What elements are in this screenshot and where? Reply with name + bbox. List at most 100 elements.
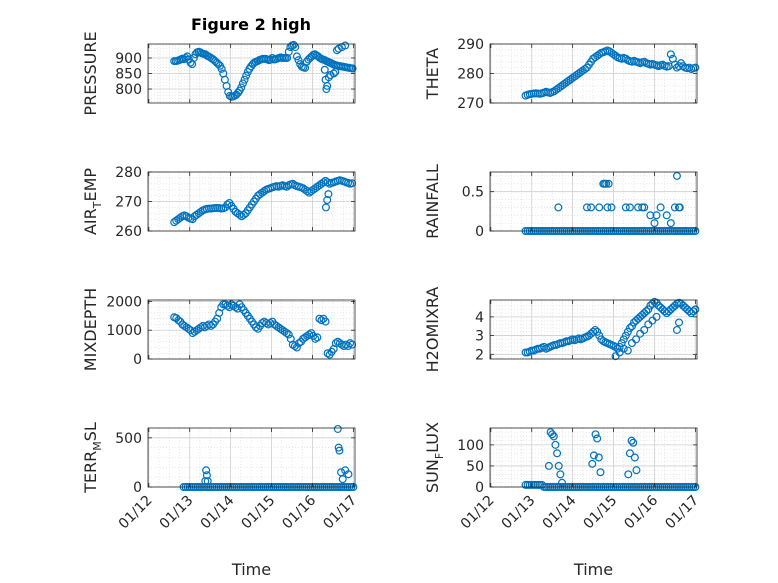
y-axis-label: AIRTEMP (81, 168, 104, 235)
data-point (305, 330, 314, 339)
x-tick-label: 01/12 (116, 493, 156, 533)
axes-box (147, 299, 356, 360)
data-point (674, 318, 683, 327)
data-point (656, 203, 665, 212)
data-point (632, 335, 641, 344)
x-axis-label: Time (573, 560, 613, 579)
data-point (587, 203, 596, 212)
data-point (252, 323, 261, 332)
subplot-2: 270 280 290 THETA (423, 37, 700, 112)
y-tick-label: 270 (457, 96, 484, 112)
data-point (324, 73, 333, 82)
x-tick-label: 01/14 (540, 492, 580, 532)
data-point (217, 64, 226, 73)
data-point (591, 325, 600, 334)
data-point (333, 424, 342, 433)
data-point (662, 211, 671, 220)
data-point (634, 203, 643, 212)
data-point (640, 57, 649, 66)
data-point (338, 475, 347, 484)
data-point (675, 203, 684, 212)
y-axis-label: THETA (423, 48, 442, 100)
data-point (292, 343, 301, 352)
data-point (182, 212, 191, 221)
data-point (629, 438, 638, 447)
data-point (341, 41, 350, 50)
data-point (596, 468, 605, 477)
data-point (652, 211, 661, 220)
data-point (625, 449, 634, 458)
data-point (624, 470, 633, 479)
subplot-8: 0 50 100 01/12 01/13 01/14 01/15 01/16 01/17 Time… (423, 422, 702, 579)
data-point (329, 69, 338, 78)
data-point (548, 430, 557, 439)
data-point (202, 471, 211, 480)
data-point (685, 63, 694, 72)
data-point (554, 203, 563, 212)
data-point (672, 171, 681, 180)
axes-box (489, 299, 698, 360)
data-point (321, 203, 330, 212)
data-point (288, 179, 297, 188)
y-tick-label: 900 (115, 51, 142, 67)
data-point (591, 430, 600, 439)
data-point (282, 182, 291, 191)
axes-box (489, 427, 698, 488)
data-point (348, 179, 357, 188)
x-tick-label: 01/13 (157, 493, 197, 533)
y-tick-label: 100 (457, 438, 484, 454)
y-tick-label: 0 (475, 480, 484, 496)
data-series (521, 297, 700, 361)
y-tick-label: 800 (115, 82, 142, 98)
data-point (595, 203, 604, 212)
axes-box (147, 427, 356, 488)
subplot-7: 0 500 01/12 01/13 01/14 01/15 01/16 01/17 Time TE… (81, 422, 360, 579)
x-tick-label: 01/15 (581, 493, 621, 533)
y-tick-label: 4 (475, 310, 484, 326)
data-point (294, 56, 303, 65)
data-point (593, 434, 602, 443)
data-point (621, 203, 630, 212)
data-point (239, 210, 248, 219)
y-tick-label: 280 (457, 67, 484, 83)
data-point (321, 317, 330, 326)
data-point (294, 339, 303, 348)
data-point (607, 203, 616, 212)
data-point (691, 63, 700, 72)
data-point (611, 342, 620, 351)
data-point (320, 65, 329, 74)
y-tick-label: 50 (466, 459, 484, 475)
data-point (632, 466, 641, 475)
y-axis-label: SUNFLUX (423, 422, 446, 493)
data-point (640, 203, 649, 212)
axes-background (148, 300, 355, 359)
data-point (238, 79, 247, 88)
x-tick-label: 01/15 (239, 493, 279, 533)
data-point (207, 321, 216, 330)
subplot-3: 260 270 280 AIRTEMP (81, 165, 357, 240)
data-point (556, 470, 565, 479)
data-point (666, 50, 675, 59)
y-tick-label: 0 (133, 352, 142, 368)
data-point (553, 449, 562, 458)
data-point (625, 324, 634, 333)
data-point (323, 196, 332, 205)
data-point (344, 470, 353, 479)
data-series (170, 300, 357, 359)
y-tick-label: 270 (115, 195, 142, 211)
data-point (619, 344, 628, 353)
subplot-4: 0 0.5 RAINFALL (423, 164, 700, 240)
y-tick-label: 280 (115, 165, 142, 181)
figure-title: Figure 2 high (191, 15, 311, 34)
data-point (650, 219, 659, 228)
data-point (539, 342, 548, 351)
data-point (611, 51, 620, 60)
y-tick-label: 290 (457, 37, 484, 53)
data-series (170, 176, 357, 227)
data-point (242, 71, 251, 80)
y-tick-label: 260 (115, 224, 142, 240)
y-tick-label: 0.5 (462, 185, 484, 201)
data-point (289, 40, 298, 49)
